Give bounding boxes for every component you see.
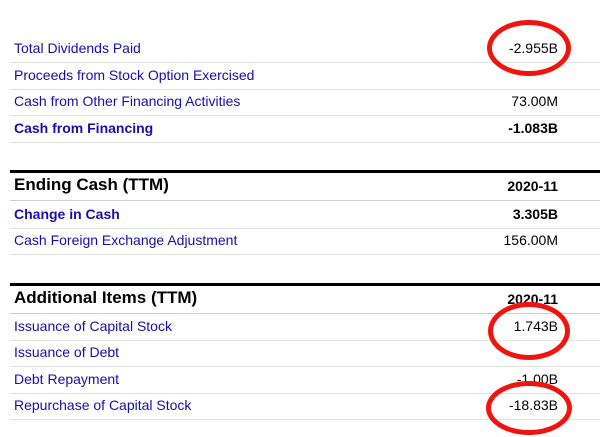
link-cash-fx-adjustment[interactable]: Cash Foreign Exchange Adjustment	[14, 232, 238, 248]
row-proceeds-stock-option: Proceeds from Stock Option Exercised	[10, 63, 600, 90]
value-cash-from-financing: -1.083B	[508, 120, 558, 136]
link-total-dividends-paid[interactable]: Total Dividends Paid	[14, 40, 141, 56]
highlight-ellipse-capital-stock	[488, 302, 570, 360]
link-cash-other-financing[interactable]: Cash from Other Financing Activities	[14, 93, 241, 109]
highlight-ellipse-repurchase	[486, 381, 572, 435]
link-proceeds-stock-option[interactable]: Proceeds from Stock Option Exercised	[14, 67, 255, 83]
row-cash-other-financing: Cash from Other Financing Activities 73.…	[10, 90, 600, 116]
link-issuance-capital-stock[interactable]: Issuance of Capital Stock	[14, 318, 172, 334]
row-cash-fx-adjustment: Cash Foreign Exchange Adjustment 156.00M	[10, 229, 600, 255]
link-repurchase-capital-stock[interactable]: Repurchase of Capital Stock	[14, 397, 192, 413]
highlight-ellipse-dividends	[487, 20, 571, 76]
value-change-in-cash: 3.305B	[512, 206, 558, 222]
row-cash-from-financing: Cash from Financing -1.083B	[10, 116, 600, 143]
value-cash-other-financing: 73.00M	[511, 93, 558, 109]
value-cash-fx-adjustment: 156.00M	[503, 232, 558, 248]
section-header-additional-items: Additional Items (TTM) 2020-11	[10, 283, 600, 314]
link-change-in-cash[interactable]: Change in Cash	[14, 206, 120, 222]
section-title-ending-cash: Ending Cash (TTM)	[14, 175, 169, 194]
period-ending-cash: 2020-11	[507, 178, 558, 194]
row-change-in-cash: Change in Cash 3.305B	[10, 201, 600, 229]
row-issuance-of-debt: Issuance of Debt	[10, 341, 600, 367]
link-cash-from-financing[interactable]: Cash from Financing	[14, 120, 154, 136]
link-debt-repayment[interactable]: Debt Repayment	[14, 371, 120, 387]
link-issuance-of-debt[interactable]: Issuance of Debt	[14, 344, 120, 360]
section-header-ending-cash: Ending Cash (TTM) 2020-11	[10, 170, 600, 201]
section-title-additional-items: Additional Items (TTM)	[14, 288, 198, 307]
